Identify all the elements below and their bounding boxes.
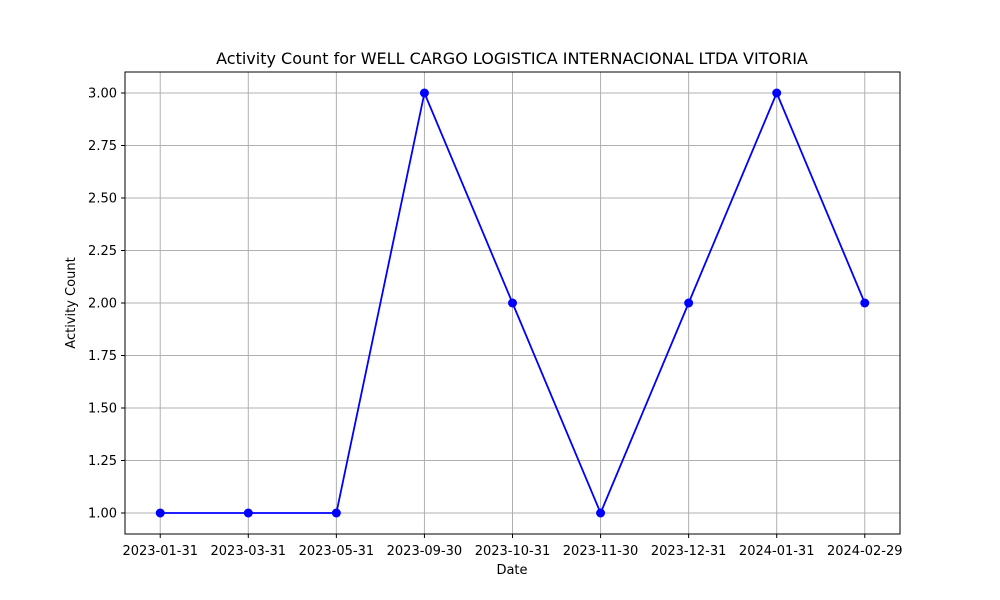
y-tick-label: 1.00 <box>88 507 117 522</box>
data-point <box>331 508 341 518</box>
x-tick-label: 2023-03-31 <box>211 544 287 559</box>
x-tick-label: 2023-12-31 <box>651 544 727 559</box>
data-point <box>596 508 606 518</box>
x-tick-label: 2023-09-30 <box>387 544 463 559</box>
y-axis-label: Activity Count <box>64 257 79 348</box>
y-tick-label: 2.25 <box>88 244 117 259</box>
x-tick-label: 2023-10-31 <box>475 544 551 559</box>
data-point <box>243 508 253 518</box>
y-tick-label: 1.75 <box>88 349 117 364</box>
x-axis: 2023-01-31 2023-03-31 2023-05-31 2023-09-30… <box>122 534 903 559</box>
x-tick-label: 2023-05-31 <box>299 544 375 559</box>
x-axis-label: Date <box>496 563 527 578</box>
chart-title: Activity Count for WELL CARGO LOGISTICA … <box>216 49 808 68</box>
data-point <box>684 298 694 308</box>
y-tick-label: 2.00 <box>88 297 117 312</box>
y-axis: 1.00 1.25 1.50 1.75 2.00 2.25 2.50 2.75 3.00 <box>88 87 125 522</box>
x-tick-label: 2024-02-29 <box>827 544 903 559</box>
y-tick-label: 2.75 <box>88 139 117 154</box>
x-tick-label: 2023-01-31 <box>122 544 198 559</box>
data-point <box>155 508 165 518</box>
data-point <box>419 88 429 98</box>
data-point <box>508 298 517 308</box>
y-tick-label: 2.50 <box>88 192 117 207</box>
data-point <box>772 88 782 98</box>
y-tick-label: 1.25 <box>88 454 117 469</box>
x-tick-label: 2023-11-30 <box>563 544 639 559</box>
series-layer <box>155 88 870 518</box>
data-point <box>860 298 870 308</box>
x-tick-label: 2024-01-31 <box>739 544 815 559</box>
y-tick-label: 1.50 <box>88 402 117 417</box>
y-tick-label: 3.00 <box>88 87 117 102</box>
